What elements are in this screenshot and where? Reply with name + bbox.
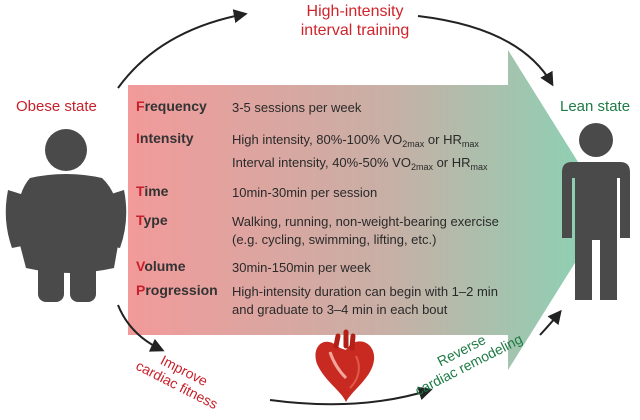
gradient-arrow: [128, 50, 608, 370]
key-initial: T: [136, 212, 144, 228]
row-key: Volume: [136, 258, 186, 274]
key-rest: rogression: [145, 282, 218, 298]
key-initial: F: [136, 98, 145, 114]
lean-state-label: Lean state: [560, 98, 631, 115]
key-rest: olume: [144, 258, 186, 274]
row-key: Intensity: [136, 130, 194, 146]
row-value-line-1: Walking, running, non-weight-bearing exe…: [232, 214, 499, 229]
top-left-curve-arrow: [117, 9, 248, 89]
row-value-line-1: High intensity, 80%-100% VO2max or HRmax: [232, 132, 479, 149]
row-value: 3-5 sessions per week: [232, 100, 362, 115]
row-key: Time: [136, 183, 168, 199]
key-initial: T: [136, 183, 145, 199]
obese-state-label: Obese state: [16, 98, 97, 115]
row-value-line-2: and graduate to 3–4 min in each bout: [232, 302, 448, 317]
key-initial: V: [136, 258, 145, 274]
key-rest: requency: [144, 98, 207, 114]
row-value-line-2: (e.g. cycling, swimming, lifting, etc.): [232, 232, 437, 247]
key-initial: I: [136, 130, 140, 146]
top-title-line-2: interval training: [300, 22, 410, 39]
key-rest: ime: [144, 183, 169, 199]
row-value-line-1: High-intensity duration can begin with 1…: [232, 284, 498, 299]
heart-icon: [315, 329, 375, 402]
key-initial: P: [136, 282, 146, 298]
row-value: 10min-30min per session: [232, 185, 378, 200]
top-title-line-1: High-intensity: [306, 3, 404, 20]
row-value: 30min-150min per week: [232, 260, 371, 275]
bottom-middle-curve-arrow: [269, 386, 433, 406]
row-key: Progression: [136, 282, 218, 298]
key-rest: ype: [143, 212, 168, 228]
obese-person-icon: [5, 129, 127, 302]
bottom-left-curve-arrow: [117, 304, 165, 352]
row-key: Type: [136, 212, 168, 228]
top-title: High-intensity interval training: [250, 2, 460, 40]
top-right-curve-arrow: [417, 15, 554, 87]
row-value-line-2: Interval intensity, 40%-50% VO2max or HR…: [232, 155, 488, 172]
row-key: Frequency: [136, 98, 207, 114]
bottom-right-curve-arrow: [539, 309, 562, 336]
lean-person-icon: [562, 123, 630, 300]
key-rest: ntensity: [139, 130, 194, 146]
